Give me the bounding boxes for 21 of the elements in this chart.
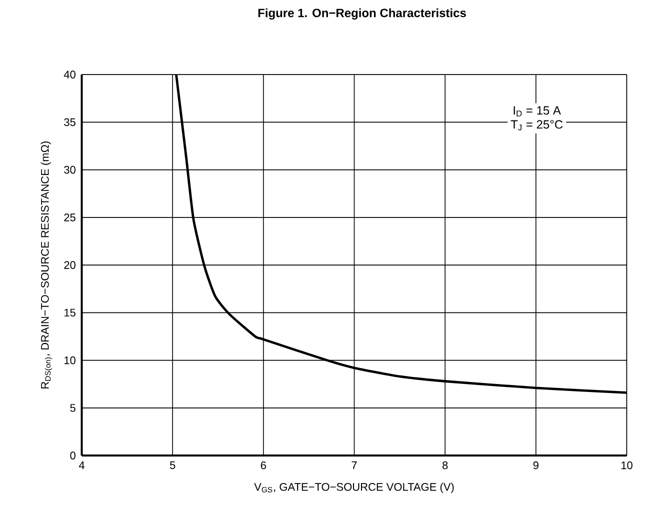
annotation: T$_{J}$ = 25°C xyxy=(510,120,563,130)
x-axis-title: V$_{GS}$, GATE−TO−SOURCE VOLTAGE (V) xyxy=(254,482,454,493)
y-tick-label: 10 xyxy=(64,356,76,364)
y-tick-label: 30 xyxy=(64,166,76,174)
y-tick-label: 0 xyxy=(70,452,76,460)
y-axis-title: R$_{DS(on)}$, DRAIN−TO−SOURCE RESISTANCE (mΩ) xyxy=(40,142,52,388)
x-tick-label: 9 xyxy=(533,461,538,470)
y-tick-label: 15 xyxy=(64,308,76,317)
x-tick-label: 8 xyxy=(442,461,448,470)
y-tick-label: 25 xyxy=(64,214,76,222)
y-tick-label: 20 xyxy=(64,261,76,269)
x-tick-label: 10 xyxy=(621,461,632,470)
annotation: I$_{D}$ = 15 A xyxy=(514,106,561,116)
y-tick-label: 40 xyxy=(64,70,76,78)
y-tick-label: 5 xyxy=(70,404,76,412)
x-tick-label: 7 xyxy=(352,461,357,469)
y-tick-label: 35 xyxy=(64,118,76,126)
x-tick-label: 4 xyxy=(78,461,84,469)
chart-title: Figure 1. On−Region Characteristics xyxy=(258,8,466,20)
x-tick-label: 6 xyxy=(260,461,266,470)
x-tick-label: 5 xyxy=(170,461,176,470)
